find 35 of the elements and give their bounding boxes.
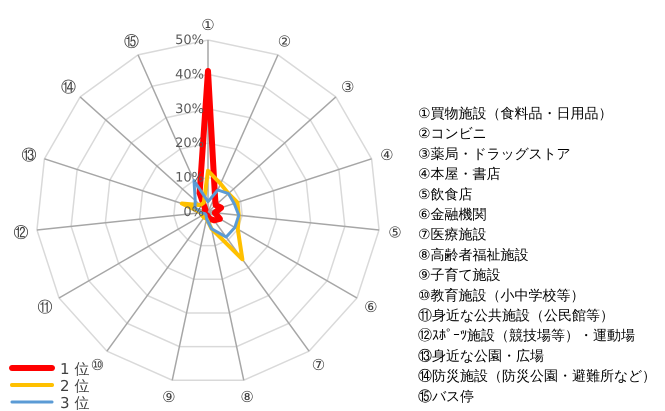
spoke-label: ② (278, 32, 292, 50)
legend-label: 1 位 (60, 360, 90, 378)
spoke-label: ⑨ (162, 388, 176, 406)
text: ⑨子育て施設 (418, 266, 501, 284)
text: ⑦医療施設 (418, 227, 487, 244)
text: ②コンビニ (418, 126, 487, 142)
text: ⑥金融機関 (418, 207, 487, 223)
text: ⑫ｽﾎﾟｰﾂ施設（競技場等）・運動場 (418, 328, 635, 344)
spoke-label: ⑫ (14, 224, 29, 242)
text: ⑤飲食店 (418, 186, 473, 203)
spoke-label: ④ (380, 146, 394, 164)
spoke-label: ① (201, 16, 215, 34)
text: ⑩教育施設（小中学校等） (418, 286, 585, 304)
spoke-label: ⑬ (22, 146, 37, 164)
text: ⑬身近な公園・広場 (418, 348, 544, 364)
text: ⑮バス停 (418, 388, 474, 405)
spoke-label: ⑪ (38, 298, 53, 316)
y-tick-label: 50% (175, 33, 204, 48)
spoke-label: ⑧ (240, 388, 254, 406)
spoke-label: ⑦ (312, 356, 326, 374)
spoke-label: ⑭ (60, 78, 76, 96)
spoke-label: ⑤ (388, 224, 402, 242)
text: ③薬局・ドラッグストア (418, 146, 571, 162)
spoke-label: ③ (340, 78, 354, 96)
legend-label: 3 位 (60, 394, 90, 411)
text: ④本屋・書店 (418, 166, 501, 183)
text: ⑭防災施設（防災公園・避難所など） (418, 368, 656, 385)
spoke-label: ⑮ (124, 32, 140, 50)
text: ⑧高齢者福祉施設 (418, 247, 529, 264)
y-tick-label: 40% (175, 67, 204, 82)
text: ①買物施設（食料品・日用品） (418, 106, 613, 122)
text: ⑪身近な公共施設（公民館等） (418, 308, 614, 324)
legend-label: 2 位 (60, 377, 90, 395)
spoke-label: ⑥ (364, 298, 378, 316)
spoke-label: ⑩ (90, 356, 104, 374)
